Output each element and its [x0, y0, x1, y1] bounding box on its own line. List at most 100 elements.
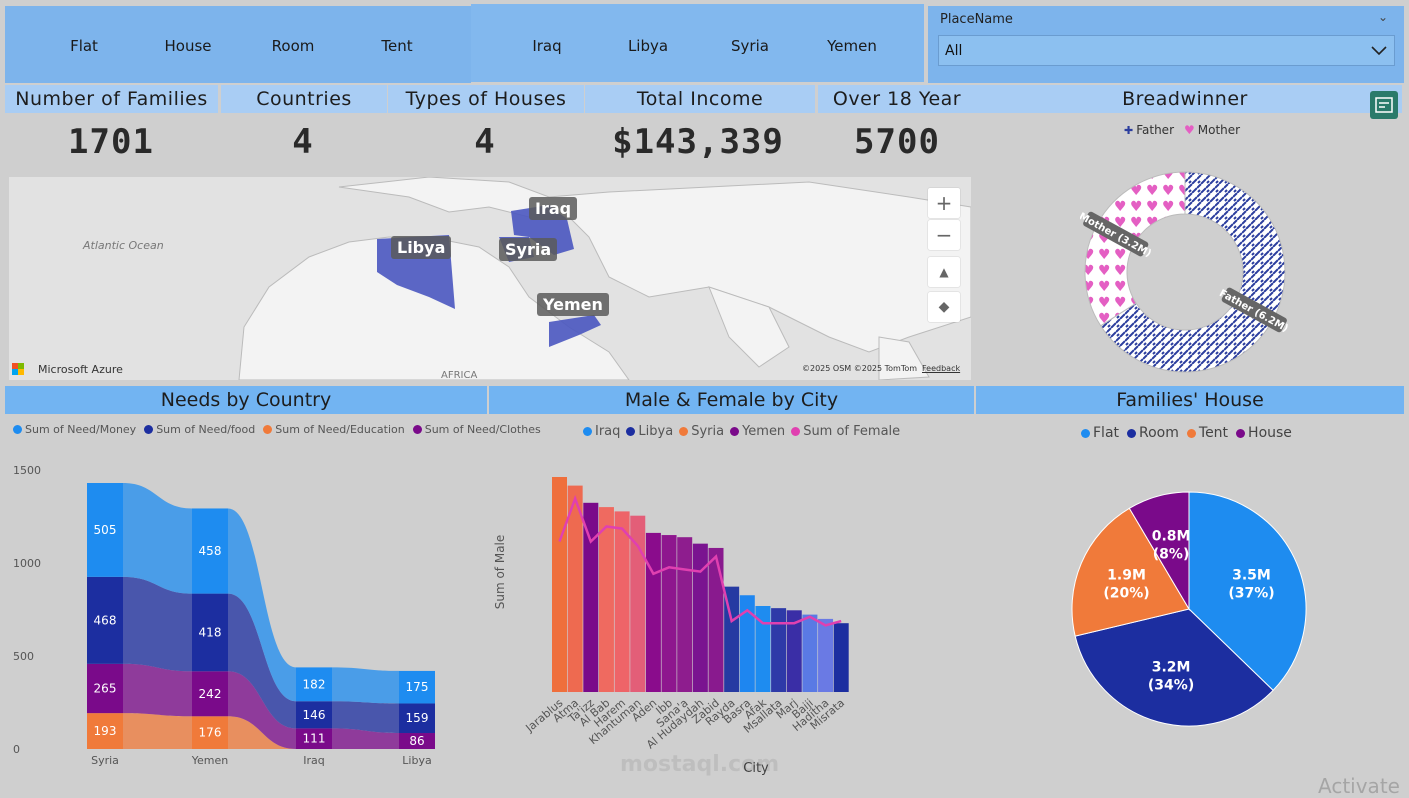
- stack-segment: [399, 733, 435, 749]
- kpi-value-over18: 5700: [854, 122, 940, 162]
- zoom-out-button[interactable]: −: [928, 220, 960, 250]
- donut-slice-father: [1100, 171, 1286, 373]
- slicer-item-tent[interactable]: Tent: [381, 37, 413, 55]
- x-tick-label: Iraq: [303, 754, 325, 767]
- slicer-item-iraq[interactable]: Iraq: [532, 37, 562, 55]
- ribbon: [228, 593, 296, 729]
- needs-legend: Sum of Need/Money Sum of Need/food Sum o…: [13, 423, 541, 436]
- pie-value-label: 3.2M: [1152, 659, 1191, 675]
- slicer-item-syria[interactable]: Syria: [731, 37, 769, 55]
- bar: [724, 586, 740, 692]
- continent-label: AFRICA: [441, 370, 478, 380]
- placename-dropdown[interactable]: All: [938, 35, 1395, 66]
- pie-percent-label: (8%): [1153, 547, 1190, 563]
- data-label: 458: [199, 544, 222, 558]
- stack-segment: [399, 703, 435, 734]
- y-tick-label: 500: [13, 650, 34, 663]
- stack-segment: [87, 713, 123, 749]
- slicer-item-libya[interactable]: Libya: [627, 37, 669, 55]
- kpi-value-countries: 4: [292, 122, 314, 162]
- compass-icon[interactable]: ◆: [928, 292, 960, 322]
- data-label: 182: [303, 677, 326, 691]
- mother-heart-icon: ♥: [1184, 123, 1195, 137]
- legend-clothes: Sum of Need/Clothes: [424, 423, 541, 436]
- house-type-slicer[interactable]: Flat House Room Tent: [5, 6, 471, 83]
- map-label-iraq: Iraq: [529, 197, 578, 220]
- stack-segment: [296, 701, 332, 729]
- data-label: 86: [409, 734, 424, 748]
- families-house-legend: Flat Room Tent House: [1081, 425, 1292, 441]
- bar: [692, 543, 708, 692]
- data-label: 468: [94, 613, 117, 627]
- map-label-yemen: Yemen: [537, 293, 609, 316]
- data-label: 176: [199, 726, 222, 740]
- legend-iraq: Iraq: [595, 424, 621, 439]
- bar: [645, 532, 661, 692]
- kpi-header-income: Total Income: [585, 85, 815, 113]
- bar: [614, 511, 630, 692]
- stack-segment: [296, 667, 332, 702]
- bar: [583, 502, 599, 692]
- y-tick-label: 1000: [13, 557, 41, 570]
- ribbon: [332, 728, 399, 749]
- data-label: 505: [94, 523, 117, 537]
- stack-segment: [87, 663, 123, 714]
- map-region-yemen: [549, 315, 601, 347]
- x-axis-label: City: [743, 761, 769, 776]
- bar: [739, 595, 755, 692]
- breadwinner-title: Breadwinner: [968, 85, 1402, 113]
- families-house-pie: 3.5M (37%) 3.2M (34%) 1.9M (20%) 0.8M (8%): [1071, 491, 1307, 727]
- pie-value-label: 3.5M: [1232, 568, 1271, 584]
- bar: [661, 535, 677, 692]
- bar: [786, 610, 802, 692]
- ribbon: [123, 576, 192, 672]
- ribbon: [332, 667, 399, 704]
- bar: [677, 537, 693, 692]
- slicer-item-house[interactable]: House: [164, 37, 212, 55]
- ribbon: [123, 483, 192, 594]
- slicer-item-flat[interactable]: Flat: [70, 37, 98, 55]
- x-tick-label: Yemen: [191, 754, 229, 767]
- legend-yemen: Yemen: [742, 424, 786, 439]
- kpi-value-income: $143,339: [612, 122, 784, 162]
- map-label-libya: Libya: [391, 236, 452, 259]
- bar: [818, 618, 834, 692]
- bar: [630, 515, 646, 692]
- pie-slice-tent: [1071, 507, 1190, 637]
- pie-percent-label: (20%): [1103, 586, 1149, 602]
- map-feedback-link[interactable]: Feedback: [922, 364, 961, 373]
- map-visual[interactable]: Atlantic Ocean AFRICA Libya Iraq Syria Y…: [9, 177, 971, 380]
- malefemale-legend: Iraq Libya Syria Yemen Sum of Female: [583, 424, 900, 439]
- bar: [755, 606, 771, 692]
- ribbon: [123, 713, 192, 749]
- zoom-in-button[interactable]: +: [928, 188, 960, 218]
- legend-libya: Libya: [638, 424, 674, 439]
- x-tick-label: Libya: [402, 754, 431, 767]
- legend-tent: Tent: [1198, 425, 1229, 441]
- stack-segment: [192, 671, 228, 717]
- families-house-title: Families' House: [976, 386, 1404, 414]
- collapse-chevron-icon[interactable]: ⌄: [1378, 10, 1389, 24]
- y-tick-label: 0: [13, 743, 20, 756]
- data-label: 159: [406, 711, 429, 725]
- slicer-item-yemen[interactable]: Yemen: [827, 37, 877, 55]
- country-slicer[interactable]: Iraq Libya Syria Yemen: [471, 4, 924, 82]
- data-label: 418: [199, 625, 222, 639]
- bar: [833, 623, 849, 692]
- needs-chart: 0 500 1000 1500 193 265 468 505 Syria 176 242 418 45…: [13, 464, 435, 767]
- slicer-item-room[interactable]: Room: [271, 37, 315, 55]
- stack-segment: [192, 716, 228, 749]
- data-label: 146: [303, 708, 326, 722]
- data-label: 265: [94, 681, 117, 695]
- bar: [708, 547, 724, 692]
- pie-percent-label: (34%): [1148, 677, 1194, 693]
- bar: [552, 477, 567, 692]
- pie-slice-room: [1074, 608, 1274, 727]
- focus-mode-icon[interactable]: [1370, 91, 1398, 119]
- ribbon: [123, 663, 192, 717]
- y-tick-label: 1500: [13, 464, 41, 477]
- dropdown-value: All: [945, 43, 963, 59]
- tilt-icon[interactable]: ▲: [928, 257, 960, 287]
- placename-label: PlaceName: [940, 12, 1013, 27]
